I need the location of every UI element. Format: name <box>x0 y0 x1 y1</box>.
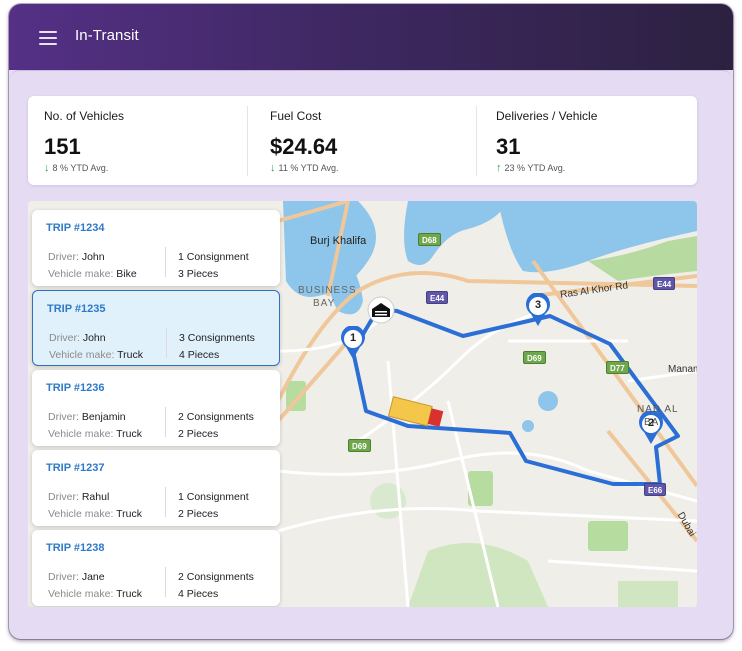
trip-id[interactable]: TRIP #1236 <box>46 382 105 394</box>
stat-trend-text: 8 % YTD Avg. <box>52 163 109 173</box>
arrow-down-icon: ↓ <box>44 161 50 174</box>
divider <box>247 106 248 176</box>
stat-trend-text: 23 % YTD Avg. <box>504 163 566 173</box>
stats-card: No. of Vehicles 151 ↓ 8 % YTD Avg. Fuel … <box>28 96 697 185</box>
divider <box>476 106 477 176</box>
stop-number: 2 <box>647 417 655 429</box>
stat-trend-text: 11 % YTD Avg. <box>278 163 339 173</box>
trip-card[interactable]: TRIP #1236 Driver: Benjamin Vehicle make… <box>32 370 280 446</box>
trip-pieces: 4 Pieces <box>179 349 220 361</box>
trip-consignments: 1 Consignment <box>178 251 249 263</box>
map-label-nad-al: NAD AL <box>637 404 679 415</box>
truck-icon <box>387 396 444 427</box>
trip-driver: Driver: Benjamin <box>48 411 126 423</box>
divider <box>165 567 166 597</box>
road-shield-d69: D69 <box>348 439 371 452</box>
stat-fuel-cost: Fuel Cost $24.64 ↓ 11 % YTD Avg. <box>254 96 472 185</box>
map-label-business: BUSINESS <box>298 285 357 296</box>
stat-deliveries: Deliveries / Vehicle 31 ↑ 23 % YTD Avg. <box>480 96 697 185</box>
stop-marker-3[interactable]: 3 <box>524 293 552 327</box>
trip-driver: Driver: John <box>48 251 105 263</box>
divider <box>165 407 166 437</box>
trip-driver: Driver: John <box>49 332 106 344</box>
stat-label: Deliveries / Vehicle <box>496 109 598 123</box>
trip-id[interactable]: TRIP #1235 <box>47 303 106 315</box>
trip-driver: Driver: Jane <box>48 571 105 583</box>
trip-route <box>351 307 680 486</box>
road-shield-d69: D69 <box>523 351 546 364</box>
trip-pieces: 3 Pieces <box>178 268 219 280</box>
stat-trend: ↓ 11 % YTD Avg. <box>270 161 339 174</box>
trip-card-selected[interactable]: TRIP #1235 Driver: John Vehicle make: Tr… <box>32 290 280 366</box>
trip-consignments: 1 Consignment <box>178 491 249 503</box>
hamburger-menu-icon[interactable] <box>39 30 59 46</box>
divider <box>166 328 167 358</box>
arrow-up-icon: ↑ <box>496 161 502 174</box>
warehouse-icon <box>367 296 395 324</box>
stop-marker-1[interactable]: 1 <box>339 326 367 360</box>
stat-value: 151 <box>44 134 81 159</box>
road-shield-d77: D77 <box>606 361 629 374</box>
map[interactable]: 1 3 2 Burj Khalifa BUSINESS BAY Ras Al K… <box>28 201 697 607</box>
stat-trend: ↓ 8 % YTD Avg. <box>44 161 109 174</box>
app-title: In-Transit <box>75 27 139 44</box>
stop-marker-2[interactable]: 2 <box>637 411 665 445</box>
stat-value: 31 <box>496 134 521 159</box>
app-header: In-Transit <box>9 4 733 70</box>
trip-id[interactable]: TRIP #1237 <box>46 462 105 474</box>
road-shield-e44: E44 <box>426 291 449 304</box>
trip-consignments: 2 Consignments <box>178 411 254 423</box>
trip-id[interactable]: TRIP #1234 <box>46 222 105 234</box>
road-shield-e44: E44 <box>653 277 676 290</box>
map-label-manam: Manam <box>668 364 697 375</box>
trip-card[interactable]: TRIP #1234 Driver: John Vehicle make: Bi… <box>32 210 280 286</box>
stat-label: No. of Vehicles <box>44 109 125 123</box>
trip-pieces: 2 Pieces <box>178 508 219 520</box>
trip-card[interactable]: TRIP #1237 Driver: Rahul Vehicle make: T… <box>32 450 280 526</box>
trip-consignments: 3 Consignments <box>179 332 255 344</box>
trip-card[interactable]: TRIP #1238 Driver: Jane Vehicle make: Tr… <box>32 530 280 606</box>
trip-vehicle-make: Vehicle make: Truck <box>48 428 142 440</box>
stat-trend: ↑ 23 % YTD Avg. <box>496 161 566 174</box>
arrow-down-icon: ↓ <box>270 161 276 174</box>
trip-vehicle-make: Vehicle make: Bike <box>48 268 137 280</box>
stat-value: $24.64 <box>270 134 338 159</box>
stop-number: 3 <box>534 299 542 311</box>
trip-vehicle-make: Vehicle make: Truck <box>48 588 142 600</box>
stop-number: 1 <box>349 332 357 344</box>
stat-vehicles: No. of Vehicles 151 ↓ 8 % YTD Avg. <box>28 96 246 185</box>
trip-consignments: 2 Consignments <box>178 571 254 583</box>
trip-vehicle-make: Vehicle make: Truck <box>48 508 142 520</box>
trip-id[interactable]: TRIP #1238 <box>46 542 105 554</box>
divider <box>165 487 166 517</box>
trip-pieces: 2 Pieces <box>178 428 219 440</box>
trip-driver: Driver: Rahul <box>48 491 110 503</box>
map-label-burj-khalifa: Burj Khalifa <box>310 235 367 247</box>
trip-vehicle-make: Vehicle make: Truck <box>49 349 143 361</box>
road-shield-e66: E66 <box>644 483 667 496</box>
stat-label: Fuel Cost <box>270 109 322 123</box>
trip-pieces: 4 Pieces <box>178 588 219 600</box>
map-label-ba: BA <box>644 417 660 428</box>
divider <box>165 247 166 277</box>
road-shield-d68: D68 <box>418 233 441 246</box>
map-label-bay: BAY <box>313 298 336 309</box>
